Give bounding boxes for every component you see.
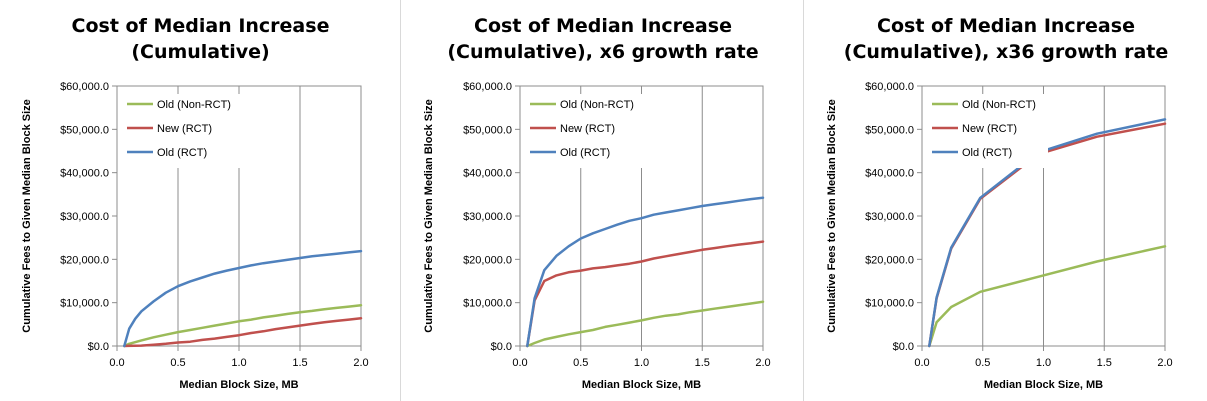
series-line-old-rct (123, 249, 363, 348)
legend-label: Old (Non-RCT) (157, 99, 231, 111)
chart-svg: Cost of Median Increase (Cumulative), x6 … (423, 15, 771, 391)
chart-panel-x6-growth: Cost of Median Increase (Cumulative), x6 … (402, 0, 804, 401)
legend-label: Old (RCT) (560, 147, 610, 159)
series-line-old-non-rct (928, 245, 1167, 348)
chart-title-line-1: Cost of Median Increase (72, 15, 330, 37)
legend-label: Old (RCT) (962, 147, 1012, 159)
y-tick-label: $20,000.0 (865, 254, 914, 266)
x-tick-label: 1.0 (1036, 357, 1051, 369)
x-tick-label: 0.0 (109, 357, 124, 369)
y-tick-label: $30,000.0 (60, 211, 109, 223)
y-tick-label: $60,000.0 (463, 81, 512, 93)
x-tick-label: 2.0 (353, 357, 368, 369)
chart-svg: Cost of Median Increase (Cumulative) $0.0 $… (21, 15, 369, 391)
x-tick-label: 1.0 (634, 357, 649, 369)
y-tick-label: $50,000.0 (463, 124, 512, 136)
series-line-new-rct (123, 317, 363, 348)
y-axis-label: Cumulative Fees to Given Median Block Si… (826, 99, 838, 333)
y-axis-label: Cumulative Fees to Given Median Block Si… (21, 99, 33, 333)
y-tick-label: $10,000.0 (865, 298, 914, 310)
legend-background (928, 94, 1048, 168)
chart-title-line-2: (Cumulative), x36 growth rate (844, 41, 1168, 63)
legend-label: Old (Non-RCT) (560, 99, 634, 111)
x-tick-label: 1.5 (695, 357, 710, 369)
y-tick-label: $40,000.0 (60, 168, 109, 180)
series-line-old-non-rct (526, 300, 765, 348)
y-tick-label: $0.0 (893, 341, 914, 353)
x-axis-label: Median Block Size, MB (582, 379, 701, 391)
y-tick-label: $50,000.0 (60, 124, 109, 136)
legend-background (526, 94, 646, 168)
x-tick-label: 2.0 (755, 357, 770, 369)
legend-label: New (RCT) (962, 123, 1017, 135)
x-tick-label: 0.5 (170, 357, 185, 369)
x-axis-label: Median Block Size, MB (179, 379, 298, 391)
y-tick-label: $20,000.0 (60, 254, 109, 266)
chart-panel-cumulative: Cost of Median Increase (Cumulative) $0.0 $… (0, 0, 401, 401)
x-tick-label: 0.5 (573, 357, 588, 369)
y-tick-label: $40,000.0 (463, 168, 512, 180)
y-tick-label: $30,000.0 (865, 211, 914, 223)
x-axis-label: Median Block Size, MB (984, 379, 1103, 391)
chart-svg: Cost of Median Increase (Cumulative), x36… (826, 15, 1173, 391)
chart-title-line-1: Cost of Median Increase (474, 15, 732, 37)
y-tick-label: $40,000.0 (865, 168, 914, 180)
y-tick-label: $0.0 (491, 341, 512, 353)
chart-panel-x36-growth: Cost of Median Increase (Cumulative), x36… (805, 0, 1207, 401)
series-line-old-rct (928, 118, 1167, 348)
y-tick-label: $60,000.0 (60, 81, 109, 93)
legend-label: New (RCT) (157, 123, 212, 135)
y-tick-label: $60,000.0 (865, 81, 914, 93)
chart-title-line-2: (Cumulative) (131, 41, 269, 63)
x-tick-label: 1.5 (1097, 357, 1112, 369)
series-line-old-non-rct (123, 304, 363, 348)
chart-title-line-2: (Cumulative), x6 growth rate (447, 41, 758, 63)
x-tick-label: 1.5 (292, 357, 307, 369)
y-tick-label: $50,000.0 (865, 124, 914, 136)
x-tick-label: 0.0 (914, 357, 929, 369)
y-tick-label: $20,000.0 (463, 254, 512, 266)
legend-background (123, 94, 243, 168)
x-tick-label: 0.0 (512, 357, 527, 369)
x-tick-label: 1.0 (231, 357, 246, 369)
y-tick-label: $30,000.0 (463, 211, 512, 223)
y-tick-label: $10,000.0 (60, 298, 109, 310)
y-tick-label: $0.0 (88, 341, 109, 353)
x-tick-label: 0.5 (975, 357, 990, 369)
series-line-new-rct (526, 240, 765, 348)
legend-label: New (RCT) (560, 123, 615, 135)
x-tick-label: 2.0 (1157, 357, 1172, 369)
legend-label: Old (RCT) (157, 147, 207, 159)
series-line-old-rct (526, 196, 765, 348)
y-axis-label: Cumulative Fees to Given Median Block Si… (423, 99, 435, 333)
legend-label: Old (Non-RCT) (962, 99, 1036, 111)
y-tick-label: $10,000.0 (463, 298, 512, 310)
chart-title-line-1: Cost of Median Increase (877, 15, 1135, 37)
